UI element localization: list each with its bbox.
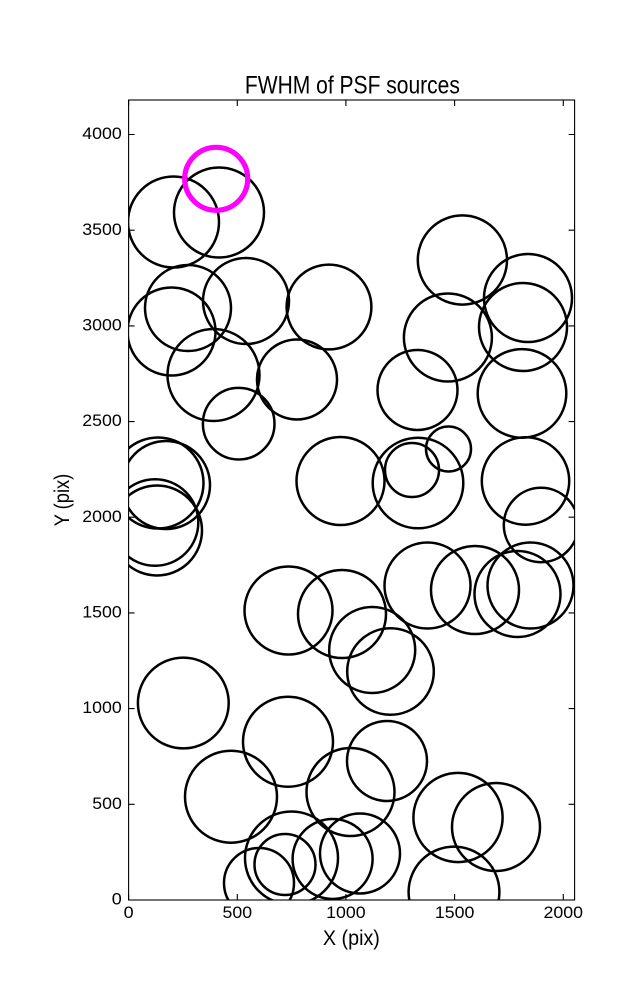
svg-text:500: 500: [92, 795, 122, 813]
svg-text:X (pix): X (pix): [323, 927, 380, 950]
svg-text:2500: 2500: [82, 412, 122, 430]
svg-text:2000: 2000: [544, 904, 584, 922]
svg-text:Y (pix): Y (pix): [51, 474, 74, 527]
svg-text:1000: 1000: [326, 904, 366, 922]
svg-text:2000: 2000: [82, 508, 122, 526]
svg-text:4000: 4000: [82, 125, 122, 143]
svg-text:FWHM of PSF sources: FWHM of PSF sources: [245, 72, 460, 100]
svg-text:3000: 3000: [82, 317, 122, 335]
svg-text:1000: 1000: [82, 699, 122, 717]
svg-text:0: 0: [112, 891, 122, 909]
svg-text:0: 0: [124, 904, 134, 922]
svg-text:3500: 3500: [82, 221, 122, 239]
svg-text:500: 500: [223, 904, 253, 922]
svg-text:1500: 1500: [435, 904, 475, 922]
svg-text:1500: 1500: [82, 604, 122, 622]
